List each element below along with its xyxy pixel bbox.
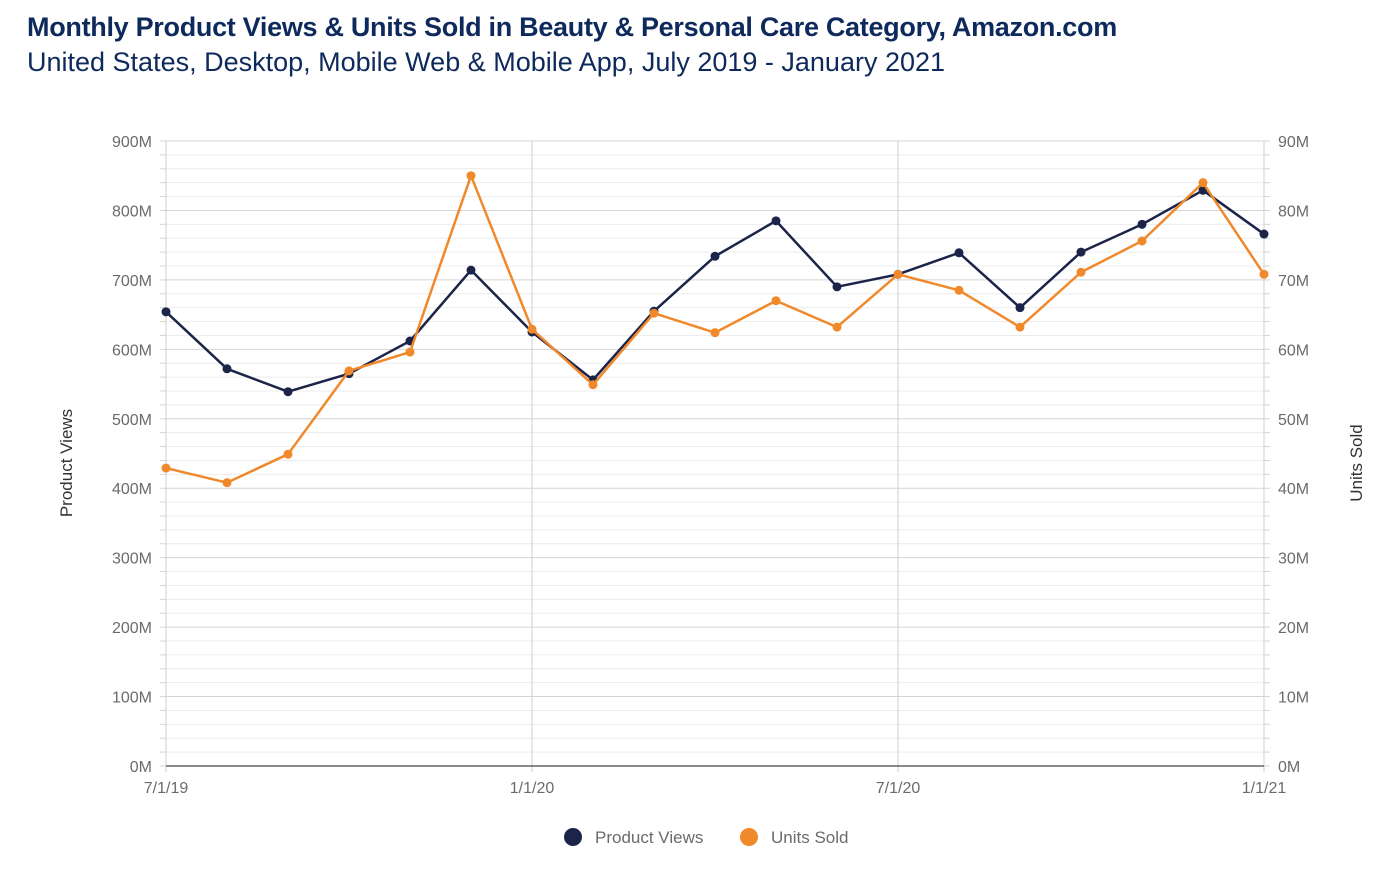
data-point-units-sold — [344, 366, 354, 376]
y-tick-label: 0M — [130, 759, 152, 776]
data-point-product-views — [283, 387, 293, 397]
data-point-units-sold — [1259, 269, 1269, 279]
data-point-product-views — [710, 251, 720, 261]
data-point-units-sold — [832, 322, 842, 332]
x-tick-label: 1/1/21 — [1242, 780, 1287, 797]
data-point-units-sold — [283, 449, 293, 459]
data-point-product-views — [161, 307, 171, 317]
legend: Product Views Units Sold — [564, 828, 848, 847]
data-point-units-sold — [405, 347, 415, 357]
data-point-units-sold — [1198, 178, 1208, 188]
series-line-product-views — [165, 189, 1265, 393]
y2-tick-label: 70M — [1278, 273, 1309, 290]
y-tick-label: 800M — [112, 203, 152, 220]
data-point-units-sold — [649, 308, 659, 318]
data-point-units-sold — [1137, 236, 1147, 246]
data-point-product-views — [832, 282, 842, 292]
y-tick-label: 500M — [112, 412, 152, 429]
data-point-units-sold — [710, 328, 720, 338]
y2-axis-label: Units Sold — [1347, 424, 1366, 501]
data-point-units-sold — [1015, 322, 1025, 332]
y-tick-label: 900M — [112, 134, 152, 151]
y2-tick-label: 40M — [1278, 481, 1309, 498]
series-lines — [161, 171, 1269, 488]
data-point-product-views — [771, 216, 781, 226]
data-point-units-sold — [1076, 267, 1086, 277]
y2-tick-label: 80M — [1278, 203, 1309, 220]
legend-label-product-views: Product Views — [595, 828, 703, 847]
data-point-product-views — [1076, 247, 1086, 257]
y2-tick-label: 30M — [1278, 551, 1309, 568]
y2-tick-label: 90M — [1278, 134, 1309, 151]
y2-tick-label: 10M — [1278, 690, 1309, 707]
y-tick-label: 700M — [112, 273, 152, 290]
tick-labels: 0M 100M 200M 300M 400M 500M 600M 700M 800M 900M 0M… — [112, 134, 1309, 797]
data-point-product-views — [466, 265, 476, 275]
legend-marker-product-views — [564, 828, 582, 846]
data-point-units-sold — [954, 285, 964, 295]
y-axis-label: Product Views — [57, 409, 76, 517]
data-point-units-sold — [466, 171, 476, 181]
chart-title: Monthly Product Views & Units Sold in Be… — [27, 12, 1117, 42]
y-tick-label: 600M — [112, 342, 152, 359]
data-point-units-sold — [771, 296, 781, 306]
y-tick-label: 400M — [112, 481, 152, 498]
legend-marker-units-sold — [740, 828, 758, 846]
y2-tick-label: 50M — [1278, 412, 1309, 429]
y2-tick-label: 0M — [1278, 759, 1300, 776]
x-tick-label: 7/1/20 — [876, 780, 921, 797]
x-tick-label: 7/1/19 — [144, 780, 189, 797]
y-tick-label: 300M — [112, 551, 152, 568]
data-point-units-sold — [527, 324, 537, 334]
data-point-units-sold — [222, 478, 232, 488]
chart-subtitle: United States, Desktop, Mobile Web & Mob… — [27, 47, 946, 77]
y2-tick-label: 20M — [1278, 620, 1309, 637]
data-point-product-views — [222, 364, 232, 374]
legend-label-units-sold: Units Sold — [771, 828, 848, 847]
y2-tick-label: 60M — [1278, 342, 1309, 359]
data-point-units-sold — [588, 380, 598, 390]
data-point-product-views — [954, 248, 964, 258]
x-tick-label: 1/1/20 — [510, 780, 555, 797]
grid — [160, 140, 1270, 772]
data-point-units-sold — [161, 463, 171, 473]
y-tick-label: 100M — [112, 690, 152, 707]
data-point-product-views — [1137, 219, 1147, 229]
data-point-product-views — [1015, 303, 1025, 313]
y-tick-label: 200M — [112, 620, 152, 637]
data-point-product-views — [1259, 229, 1269, 239]
data-point-units-sold — [893, 269, 903, 279]
